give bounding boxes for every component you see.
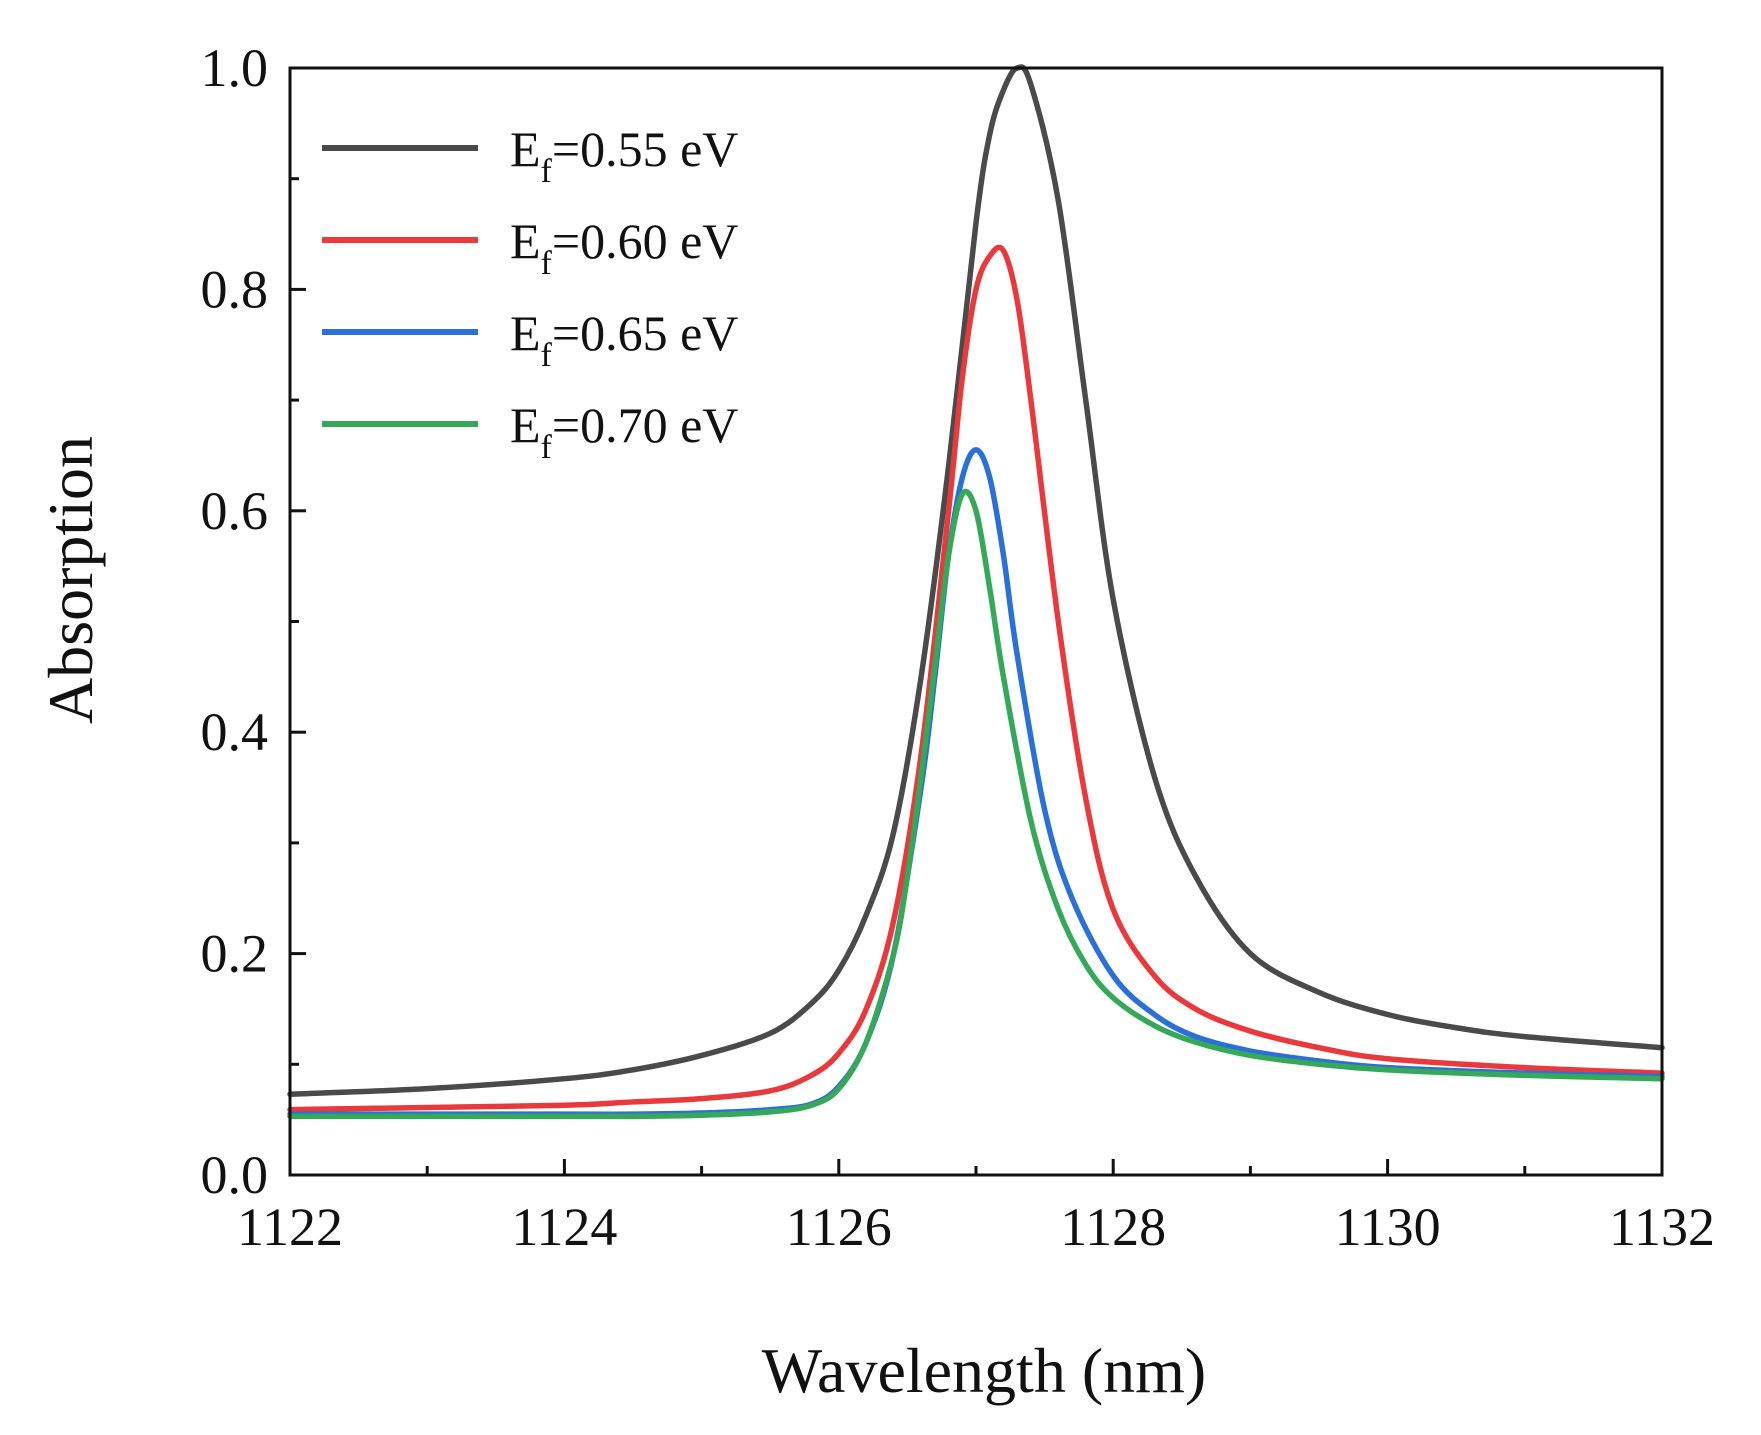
legend: Ef=0.55 eV Ef=0.60 eV Ef=0.65 eV Ef=0.70 eV <box>322 121 738 466</box>
legend-label-2: Ef=0.60 eV <box>510 213 738 282</box>
series-line-3 <box>287 447 1665 1117</box>
y-tick-label: 1.0 <box>201 38 269 98</box>
y-axis-title: Absorption <box>35 436 106 724</box>
y-tick-label: 0.0 <box>201 1145 269 1205</box>
x-axis-title: Wavelength (nm) <box>762 1335 1206 1406</box>
x-tick-label: 1126 <box>786 1197 892 1257</box>
x-tick-label: 1130 <box>1335 1197 1441 1257</box>
series-line-4 <box>287 488 1665 1120</box>
series-line-1 <box>287 64 1665 1097</box>
x-tick-label: 1124 <box>511 1197 617 1257</box>
plot-frame <box>288 66 1664 1177</box>
data-series <box>287 64 1665 1120</box>
series-line-2 <box>287 244 1665 1113</box>
y-tick-labels: 0.0 0.2 0.4 0.6 0.8 1.0 <box>201 38 269 1205</box>
y-tick-label: 0.8 <box>201 259 269 319</box>
legend-label-3: Ef=0.65 eV <box>510 305 738 374</box>
y-tick-label: 0.6 <box>201 481 269 541</box>
legend-label-4: Ef=0.70 eV <box>510 397 738 466</box>
x-tick-labels: 1122 1124 1126 1128 1130 1132 <box>237 1197 1715 1257</box>
x-tick-label: 1122 <box>237 1197 343 1257</box>
x-tick-label: 1132 <box>1609 1197 1715 1257</box>
legend-label-1: Ef=0.55 eV <box>510 121 738 190</box>
y-tick-label: 0.2 <box>201 924 269 984</box>
y-tick-label: 0.4 <box>201 702 269 762</box>
x-tick-label: 1128 <box>1060 1197 1166 1257</box>
